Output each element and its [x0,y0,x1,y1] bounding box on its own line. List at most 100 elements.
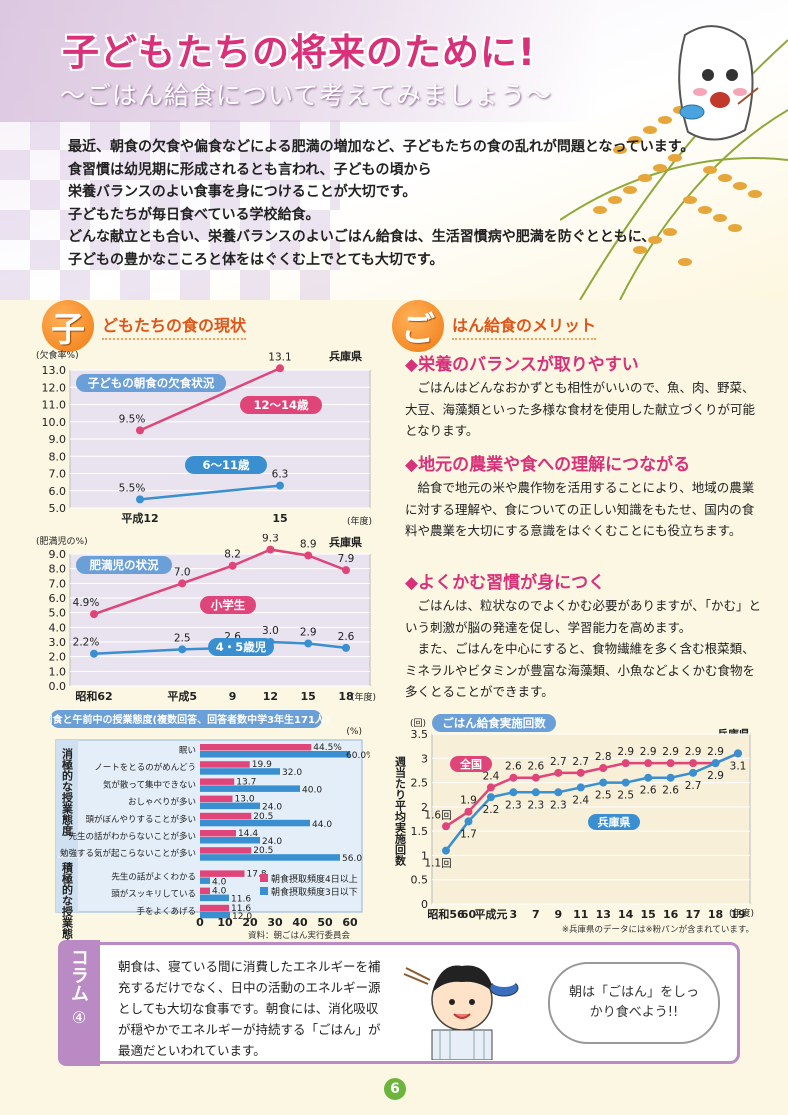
intro-line: 最近、朝食の欠食や偏食などによる肥満の増加など、子どもたちの食の乱れが問題となっ… [68,139,695,155]
bar [200,887,210,895]
column-label-text: コラム [68,948,89,1002]
data-label: 8.2 [224,549,241,561]
bar [200,744,312,751]
speech-text: 朝は「ごはん」をしっかり食べよう!! [568,985,699,1020]
data-point [304,551,313,560]
x-unit: (%) [346,727,362,737]
bar [200,904,229,912]
x-tick-label: 16 [663,908,679,921]
data-label: 1.7 [460,828,477,840]
y-tick-label: 13.0 [42,364,67,377]
y-tick-label: 1.5 [411,825,429,838]
bar [200,802,260,810]
bar [200,877,210,884]
data-label: 19.9 [252,760,272,770]
data-point [621,778,630,787]
data-point [554,768,563,777]
intro-line: どんな献立とも合い、栄養バランスのよいごはん給食は、生活習慣病や肥満を防ぐととも… [68,229,656,245]
data-point [644,759,653,768]
data-point [464,817,473,826]
bar [200,761,250,768]
x-unit: (年度) [729,907,754,919]
chart-title-box [76,556,172,574]
data-label: 14.4 [238,829,258,839]
data-label: 2.7 [550,756,567,768]
column-text: 朝食は、寝ている間に消費したエネルギーを補充するだけでなく、日中の活動のエネルギ… [118,959,381,1058]
chart-title: 朝食と午前中の授業態度(複数回答、回答者数中学3年生171人) [50,713,329,726]
legend-label: 朝食摂取頻度3日以下 [271,886,358,898]
x-tick-label: 平成元 [474,907,507,921]
data-label: 5.5% [119,482,146,494]
x-tick-label: 9 [554,908,562,921]
series-line [93,548,347,616]
rice-mascot-illustration [678,25,759,141]
group-label: 積極的な授業態度 [61,861,75,940]
data-label: 2.2 [483,804,500,816]
chart-title: 子どもの朝食の欠食状況 [88,376,215,390]
data-label: 2.8 [595,751,612,763]
x-tick-label: 昭和62 [75,689,112,703]
plot-area [69,553,371,687]
x-tick-label: 17 [685,908,700,921]
data-label: 2.5 [174,632,191,644]
data-point [304,639,313,648]
data-label: 2.3 [505,799,522,811]
category-label: おしゃべりが多い [128,797,196,808]
category-label: 先生の話がわからないことが多い [68,831,196,842]
data-label: 2.5 [617,790,634,802]
x-tick-label: 60 [342,916,358,929]
category-label: 頭がぼんやりすることが多い [85,814,196,825]
data-point [531,773,540,782]
y-tick-label: 10.0 [42,416,67,429]
data-label: 2.9 [300,626,317,638]
x-unit: (年度) [351,691,376,703]
y-tick-label: 4.0 [49,621,67,634]
y-tick-label: 5.0 [49,607,67,620]
section-title: どもたちの食の現状 [102,312,247,340]
data-label: 2.7 [685,780,702,792]
data-label: 2.9 [685,746,702,758]
y-tick-label: 7.0 [49,468,67,481]
data-label: 2.9 [707,770,724,782]
data-label: 56.0 [342,854,362,864]
data-point [644,773,653,782]
data-point [599,778,608,787]
data-point [554,788,563,797]
x-tick-label: 18 [708,908,723,921]
bar [200,812,252,820]
bar [200,837,260,844]
merit-body: ごはんはどんなおかずとも相性がいいので、魚、肉、野菜、大豆、海藻類といった多様な… [405,380,756,438]
bar [200,785,300,792]
data-label: 2.9 [662,746,679,758]
y-axis-label: (肥満児の%) [36,536,88,547]
data-point [276,364,284,373]
boy-eating-illustration [403,965,519,1060]
x-tick-label: 平成5 [167,689,197,703]
region-label: 兵庫県 [329,349,362,363]
data-label: 2.3 [550,799,567,811]
speech-bubble: 朝は「ごはん」をしっかり食べよう!! [548,962,720,1044]
data-label: 60.0% [346,751,370,761]
data-point [90,649,98,658]
intro-line: 子どもの豊かなこころと体をはぐくむ上でとても大切です。 [68,251,444,268]
bar [200,854,340,861]
y-tick-label: 0.5 [411,874,429,887]
data-point [178,579,187,588]
intro-line: 子どもたちが毎日食べている学校給食。 [68,206,320,223]
x-tick-label: 15 [301,690,316,703]
bar [200,847,252,854]
data-label: 13.1 [268,351,291,363]
series-name: 4・5歳児 [216,640,267,654]
data-label: 2.6 [527,761,544,773]
series-name: 全国 [459,757,482,771]
y-tick-label: 5.0 [49,502,67,515]
intro-text: 最近、朝食の欠食や偏食などによる肥満の増加など、子どもたちの食の乱れが問題となっ… [68,136,708,271]
data-label: 9.3 [262,534,279,545]
x-tick-label: 11 [573,908,588,921]
x-tick-label: 50 [317,916,333,929]
page-subtitle: 〜ごはん給食について考えてみましょう〜 [60,81,553,110]
data-label: 4.9% [73,597,100,609]
merit-body: ごはんは、粒状なのでよくかむ必要がありますが、「かむ」という刺激が脳の発達を促し… [405,598,762,699]
bar [200,751,350,758]
